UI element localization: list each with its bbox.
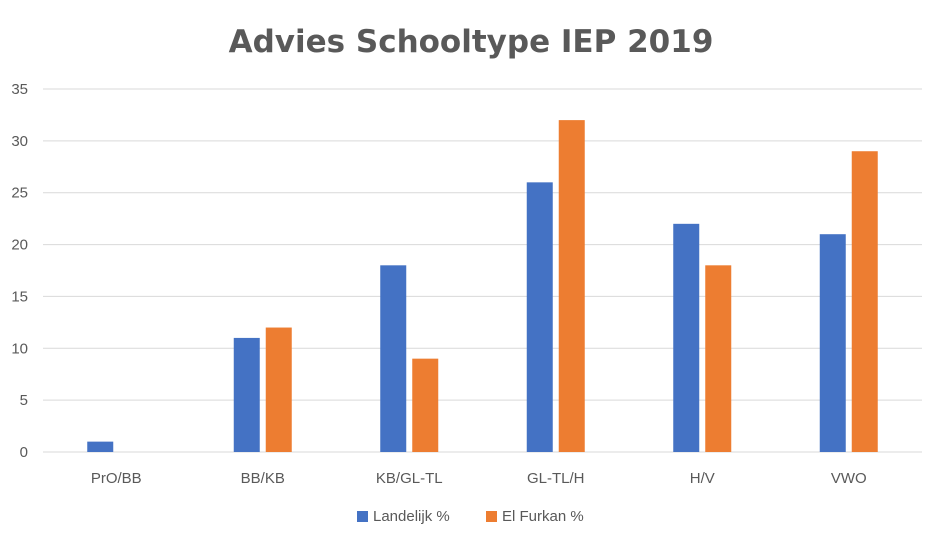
legend: Landelijk % El Furkan % [357, 508, 584, 525]
bar-landelijk-2 [380, 265, 407, 452]
x-category-label: VWO [831, 470, 867, 487]
bar-landelijk-5 [819, 234, 846, 452]
bar-landelijk-4 [673, 223, 700, 452]
bar-el-furkan-2 [412, 358, 439, 452]
y-tick-label: 25 [11, 185, 28, 202]
x-category-label: H/V [690, 470, 715, 487]
bar-landelijk-0 [87, 441, 114, 452]
y-tick-label: 5 [20, 392, 28, 409]
legend-label-el-furkan: El Furkan % [502, 508, 584, 525]
bar-el-furkan-3 [558, 120, 585, 452]
bar-el-furkan-4 [705, 265, 732, 452]
legend-label-landelijk: Landelijk % [373, 508, 450, 525]
y-tick-label: 10 [11, 340, 28, 357]
bar-landelijk-3 [526, 182, 553, 453]
y-tick-label: 30 [11, 133, 28, 150]
x-category-label: KB/GL-TL [376, 470, 443, 487]
bar-landelijk-1 [233, 337, 260, 452]
x-axis-categories: PrO/BB BB/KB KB/GL-TL GL-TL/H H/V VWO [91, 470, 867, 487]
gridlines [43, 88, 922, 453]
bar-el-furkan-1 [265, 327, 292, 452]
legend-swatch-landelijk [357, 511, 368, 522]
chart-title: Advies Schooltype IEP 2019 [229, 24, 714, 60]
y-tick-label: 35 [11, 81, 28, 98]
y-axis-ticks: 0 5 10 15 20 25 30 35 [11, 81, 28, 461]
x-category-label: PrO/BB [91, 470, 142, 487]
x-category-label: BB/KB [241, 470, 285, 487]
x-category-label: GL-TL/H [527, 470, 585, 487]
bars [87, 120, 878, 453]
y-tick-label: 0 [20, 444, 28, 461]
bar-el-furkan-5 [851, 151, 878, 452]
legend-swatch-el-furkan [486, 511, 497, 522]
y-tick-label: 20 [11, 237, 28, 254]
y-tick-label: 15 [11, 288, 28, 305]
